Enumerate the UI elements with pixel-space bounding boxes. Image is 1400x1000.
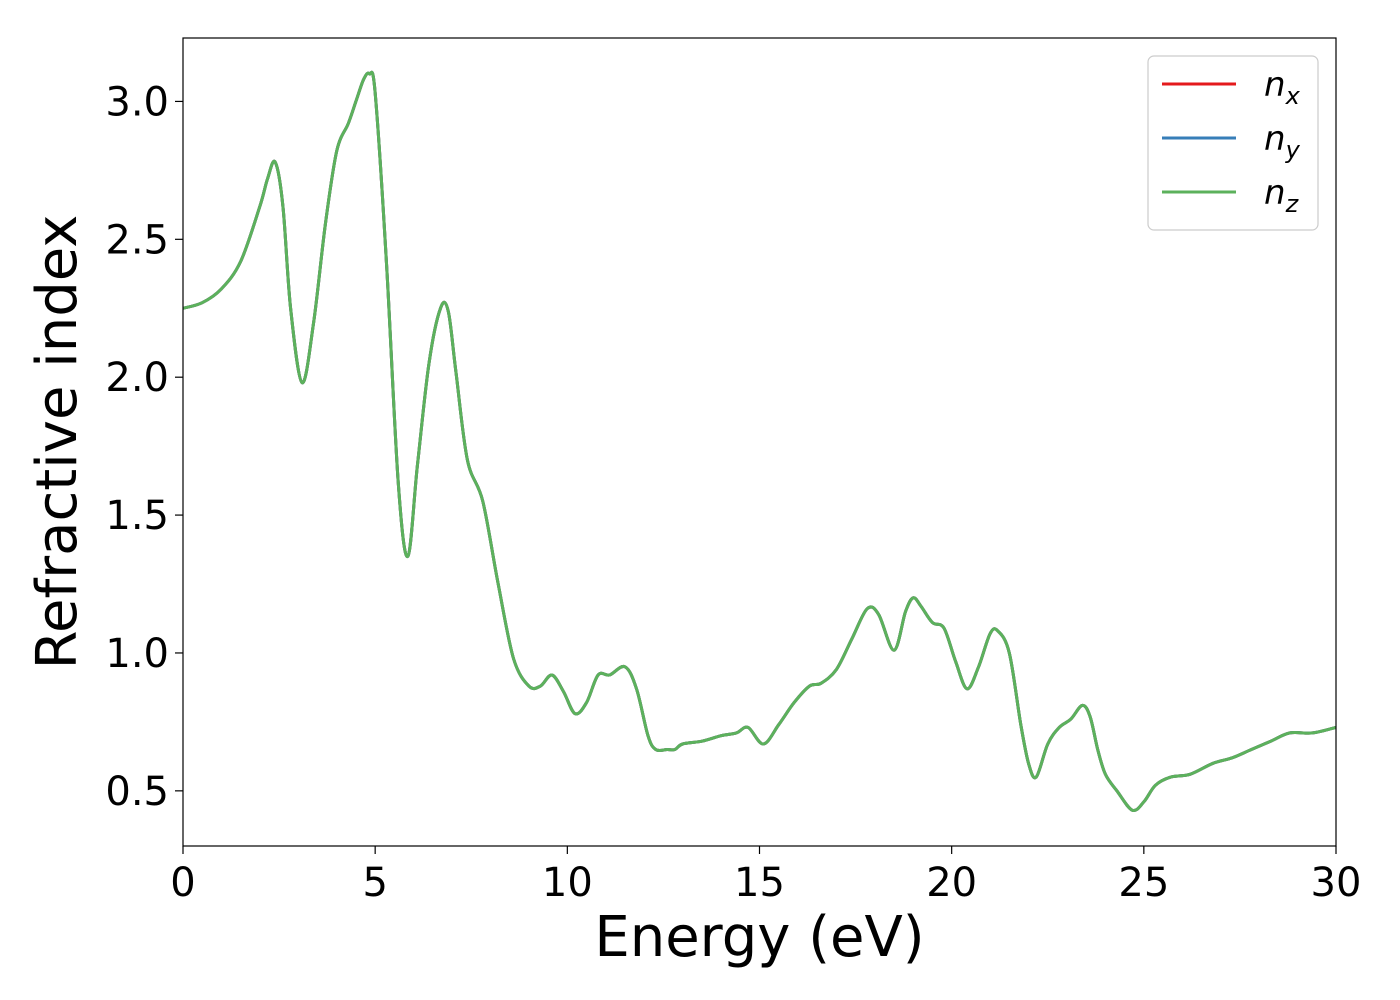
x-tick-label: 25 [1118, 860, 1169, 906]
series-line-n-z [182, 70, 1337, 813]
x-tick-label: 10 [542, 860, 593, 906]
legend-label-n-y: ny [1264, 119, 1301, 164]
x-tick-label: 30 [1311, 860, 1362, 906]
x-tick-label: 15 [734, 860, 785, 906]
x-tick-label: 5 [362, 860, 387, 906]
y-axis-label: Refractive index [25, 215, 90, 670]
legend-label-n-x: nx [1264, 65, 1301, 110]
x-axis: 0 5 10 15 20 25 30 [170, 846, 1361, 906]
x-tick-label: 20 [926, 860, 977, 906]
x-tick-label: 0 [170, 860, 195, 906]
legend-box [1147, 55, 1319, 231]
y-tick-label: 0.5 [105, 769, 169, 815]
legend-label-n-z: nz [1264, 173, 1300, 218]
legend: nx ny nz [1147, 55, 1319, 231]
y-tick-label: 3.0 [105, 79, 169, 125]
series-layer [182, 70, 1337, 813]
y-axis: 0.5 1.0 1.5 2.0 2.5 3.0 [105, 79, 183, 815]
y-tick-label: 1.5 [105, 493, 169, 539]
y-tick-label: 2.5 [105, 217, 169, 263]
plot-area [183, 38, 1336, 846]
x-axis-label: Energy (eV) [594, 905, 924, 970]
y-tick-label: 1.0 [105, 631, 169, 677]
y-tick-label: 2.0 [105, 355, 169, 401]
